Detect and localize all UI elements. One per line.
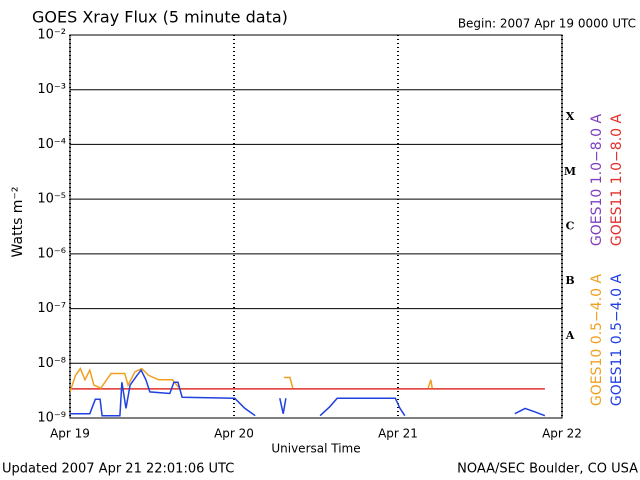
flare-class-label: C xyxy=(566,220,575,233)
source-note: NOAA/SEC Boulder, CO USA xyxy=(457,462,638,477)
y-tick-label: 10⁻⁵ xyxy=(37,192,66,207)
updated-note: Updated 2007 Apr 21 22:01:06 UTC xyxy=(2,462,234,477)
y-tick-label: 10⁻⁷ xyxy=(37,301,66,316)
plot-area xyxy=(70,367,546,417)
y-tick-label: 10⁻² xyxy=(37,28,66,43)
y-tick-label: 10⁻⁶ xyxy=(37,246,66,261)
flare-class-label: X xyxy=(566,110,575,123)
y-axis-label: Watts m⁻² xyxy=(10,187,26,258)
flare-class-label: B xyxy=(565,274,574,287)
x-tick-label: Apr 20 xyxy=(214,427,254,441)
legend-label: GOES11 0.5−4.0 A xyxy=(609,274,625,407)
y-tick-label: 10⁻³ xyxy=(37,82,66,97)
flare-class-label: M xyxy=(564,165,576,178)
flare-class-label: A xyxy=(565,329,575,342)
y-tick-label: 10⁻⁸ xyxy=(37,356,66,371)
y-tick-label: 10⁻⁴ xyxy=(37,137,66,152)
x-tick-label: Apr 21 xyxy=(378,427,418,441)
x-axis-label: Universal Time xyxy=(271,442,360,456)
legend-label: GOES10 0.5−4.0 A xyxy=(589,274,605,407)
legend-label: GOES11 1.0−8.0 A xyxy=(609,114,625,247)
x-tick-label: Apr 22 xyxy=(542,427,582,441)
x-tick-label: Apr 19 xyxy=(50,427,90,441)
plot-frame xyxy=(69,34,563,419)
y-tick-label: 10⁻⁹ xyxy=(37,411,66,426)
chart-title: GOES Xray Flux (5 minute data) xyxy=(32,8,288,27)
legend-label: GOES10 1.0−8.0 A xyxy=(589,114,605,247)
chart-subtitle: Begin: 2007 Apr 19 0000 UTC xyxy=(458,17,636,31)
data-line xyxy=(70,367,433,393)
data-line xyxy=(70,368,546,417)
